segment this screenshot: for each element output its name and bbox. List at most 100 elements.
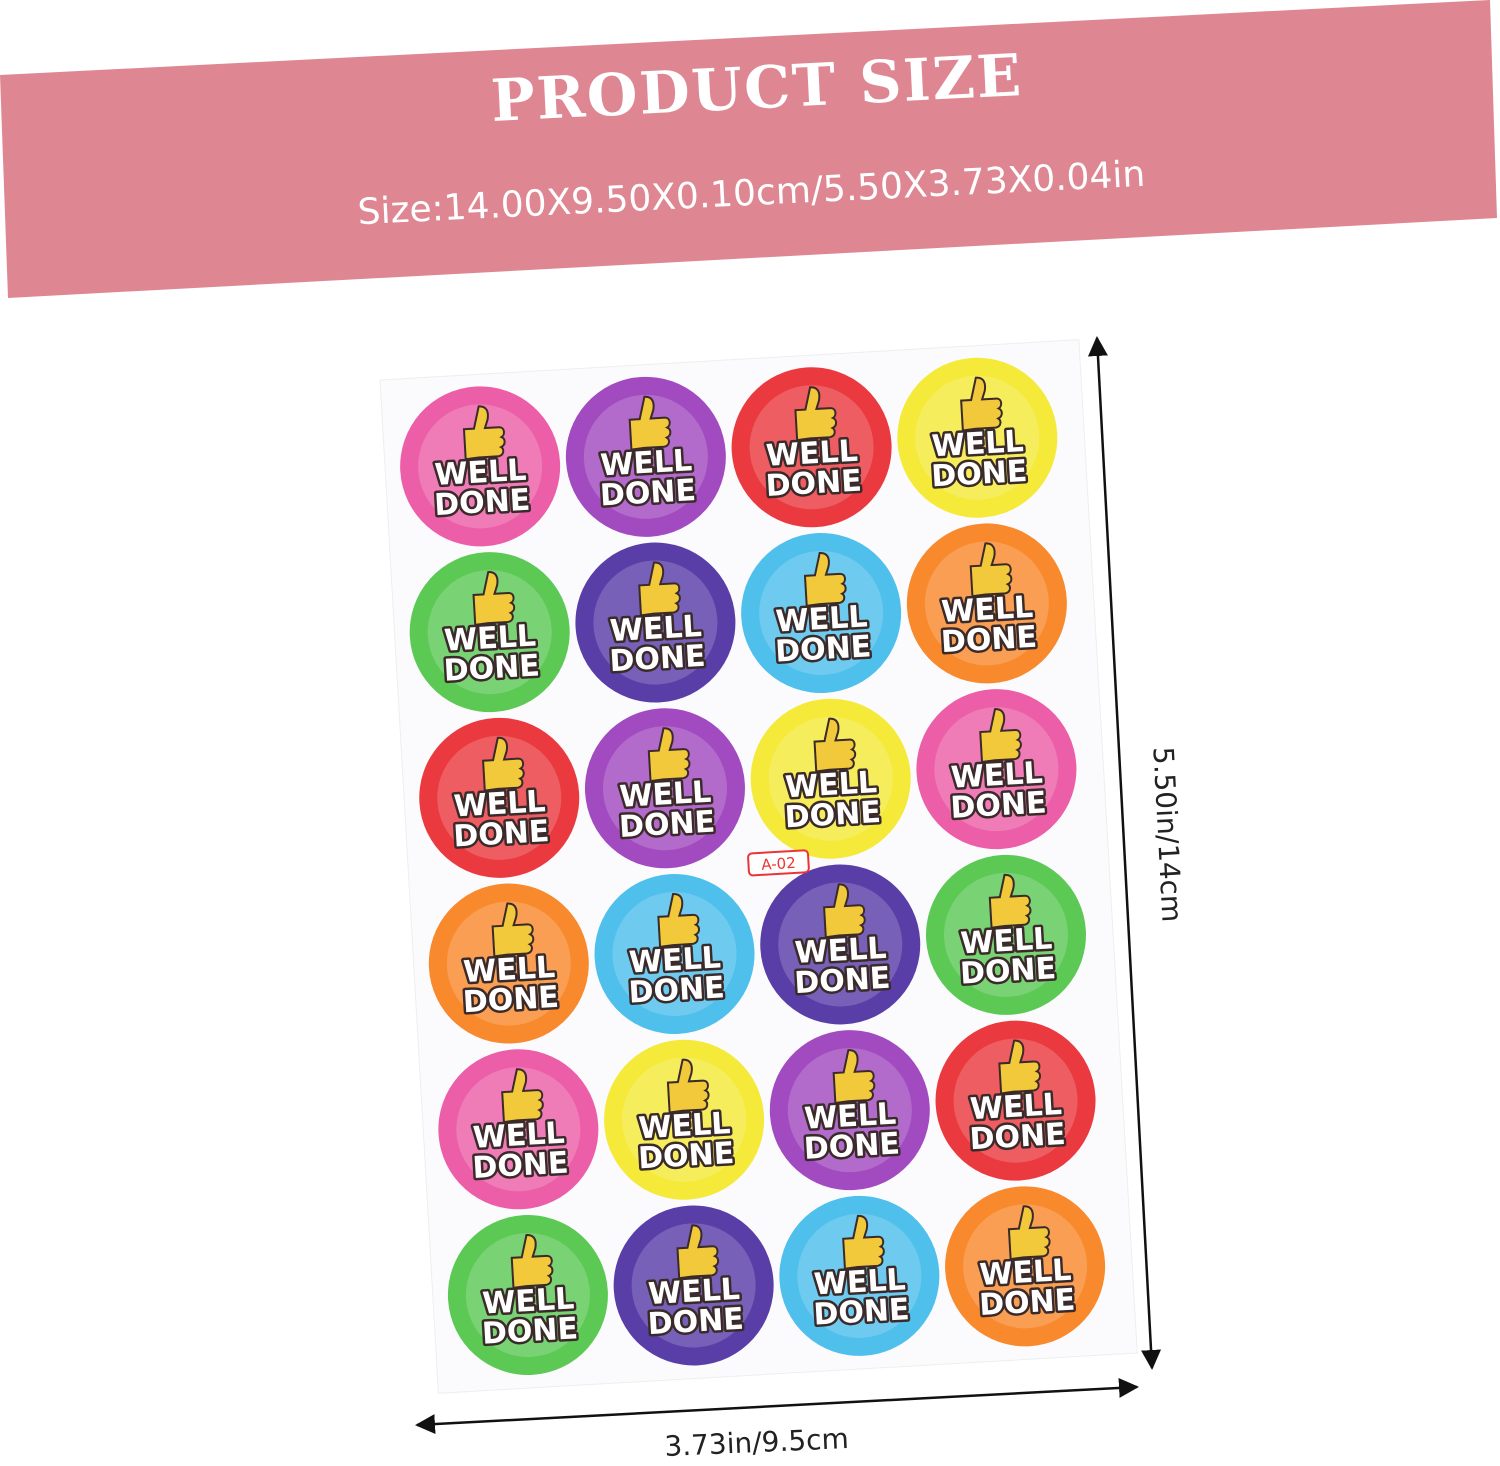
sticker-circle [419, 717, 580, 878]
banner [0, 0, 1497, 298]
done-text: DONE [813, 1292, 911, 1332]
sticker-circle [750, 698, 911, 859]
thumb-icon [657, 892, 701, 948]
sticker-circle [945, 1186, 1106, 1347]
height-arrow [1087, 336, 1162, 1370]
done-text: DONE [774, 629, 872, 669]
done-text: DONE [433, 483, 531, 523]
thumb-icon [462, 405, 506, 461]
done-text: DONE [647, 1302, 745, 1342]
sticker-highlight [437, 735, 562, 860]
done-text: DONE [930, 454, 1028, 494]
thumb-icon [510, 1233, 554, 1289]
done-text: DONE [969, 1117, 1067, 1157]
thumb-icon [832, 1049, 876, 1105]
sticker-highlight [749, 385, 874, 510]
sticker-highlight [934, 707, 1059, 832]
done-text: DONE [784, 795, 882, 835]
done-text: DONE [803, 1126, 901, 1166]
sticker-circle [769, 1030, 930, 1191]
sticker-circle [428, 883, 589, 1044]
done-text: DONE [609, 639, 707, 679]
done-text: DONE [481, 1311, 579, 1351]
sticker-circle [897, 357, 1058, 518]
thumb-icon [803, 551, 847, 607]
sticker-highlight [622, 1057, 747, 1182]
sticker-circle [409, 552, 570, 713]
done-text: DONE [978, 1283, 1076, 1323]
well-text: WELL [599, 443, 693, 483]
done-text: DONE [959, 951, 1057, 991]
well-text: WELL [765, 434, 859, 474]
sticker-circle [731, 367, 892, 528]
sticker-circle [604, 1039, 765, 1200]
sticker-highlight [768, 716, 893, 841]
well-text: WELL [638, 1106, 732, 1146]
well-text: WELL [813, 1262, 907, 1302]
sticker-highlight [759, 550, 884, 675]
done-text: DONE [628, 970, 726, 1010]
sticker-highlight [963, 1204, 1088, 1329]
code-box [747, 849, 810, 877]
well-text: WELL [647, 1272, 741, 1312]
done-text: DONE [599, 473, 697, 513]
done-text: DONE [940, 620, 1038, 660]
sticker-highlight [465, 1233, 590, 1358]
thumb-icon [979, 708, 1022, 764]
thumb-icon [472, 571, 516, 627]
sticker-circle [760, 864, 921, 1025]
height-label: 5.50in/14cm [1146, 746, 1188, 923]
thumb-icon [998, 1039, 1042, 1095]
sticker-highlight [915, 375, 1040, 500]
well-text: WELL [481, 1281, 575, 1321]
well-text: WELL [803, 1097, 897, 1137]
sticker-circle [447, 1215, 608, 1376]
sticker-circle [565, 376, 726, 537]
sticker-highlight [583, 394, 708, 519]
thumb-icon [638, 561, 681, 617]
sheet-code: A-02 [747, 849, 810, 877]
well-text: WELL [969, 1087, 1063, 1127]
thumb-icon [501, 1068, 544, 1124]
done-text: DONE [793, 961, 891, 1001]
thumb-icon [676, 1224, 720, 1280]
thumb-icon [813, 717, 857, 773]
sticker-sheet: WELLDONEWELLDONEWELLDONEWELLDONEWELLDONE… [379, 339, 1138, 1394]
sticker-highlight [602, 726, 727, 851]
done-text: DONE [618, 804, 716, 844]
sticker-circle [741, 532, 902, 693]
well-text: WELL [950, 756, 1044, 796]
thumb-icon [960, 376, 1003, 432]
width-arrow [415, 1377, 1139, 1435]
thumb-icon [647, 727, 691, 783]
done-text: DONE [443, 648, 541, 688]
sticker-highlight [456, 1067, 581, 1192]
sticker-highlight [612, 891, 737, 1016]
sticker-highlight [953, 1038, 1078, 1163]
done-text: DONE [950, 785, 1048, 825]
sticker-highlight [924, 541, 1049, 666]
well-text: WELL [609, 609, 703, 649]
done-text: DONE [462, 980, 560, 1020]
sticker-circle [575, 542, 736, 703]
sticker-circle [438, 1049, 599, 1210]
sticker-circle [925, 854, 1086, 1015]
well-text: WELL [453, 784, 547, 824]
sticker-circle [935, 1020, 1096, 1181]
sticker-circle [613, 1205, 774, 1366]
well-text: WELL [434, 453, 528, 493]
